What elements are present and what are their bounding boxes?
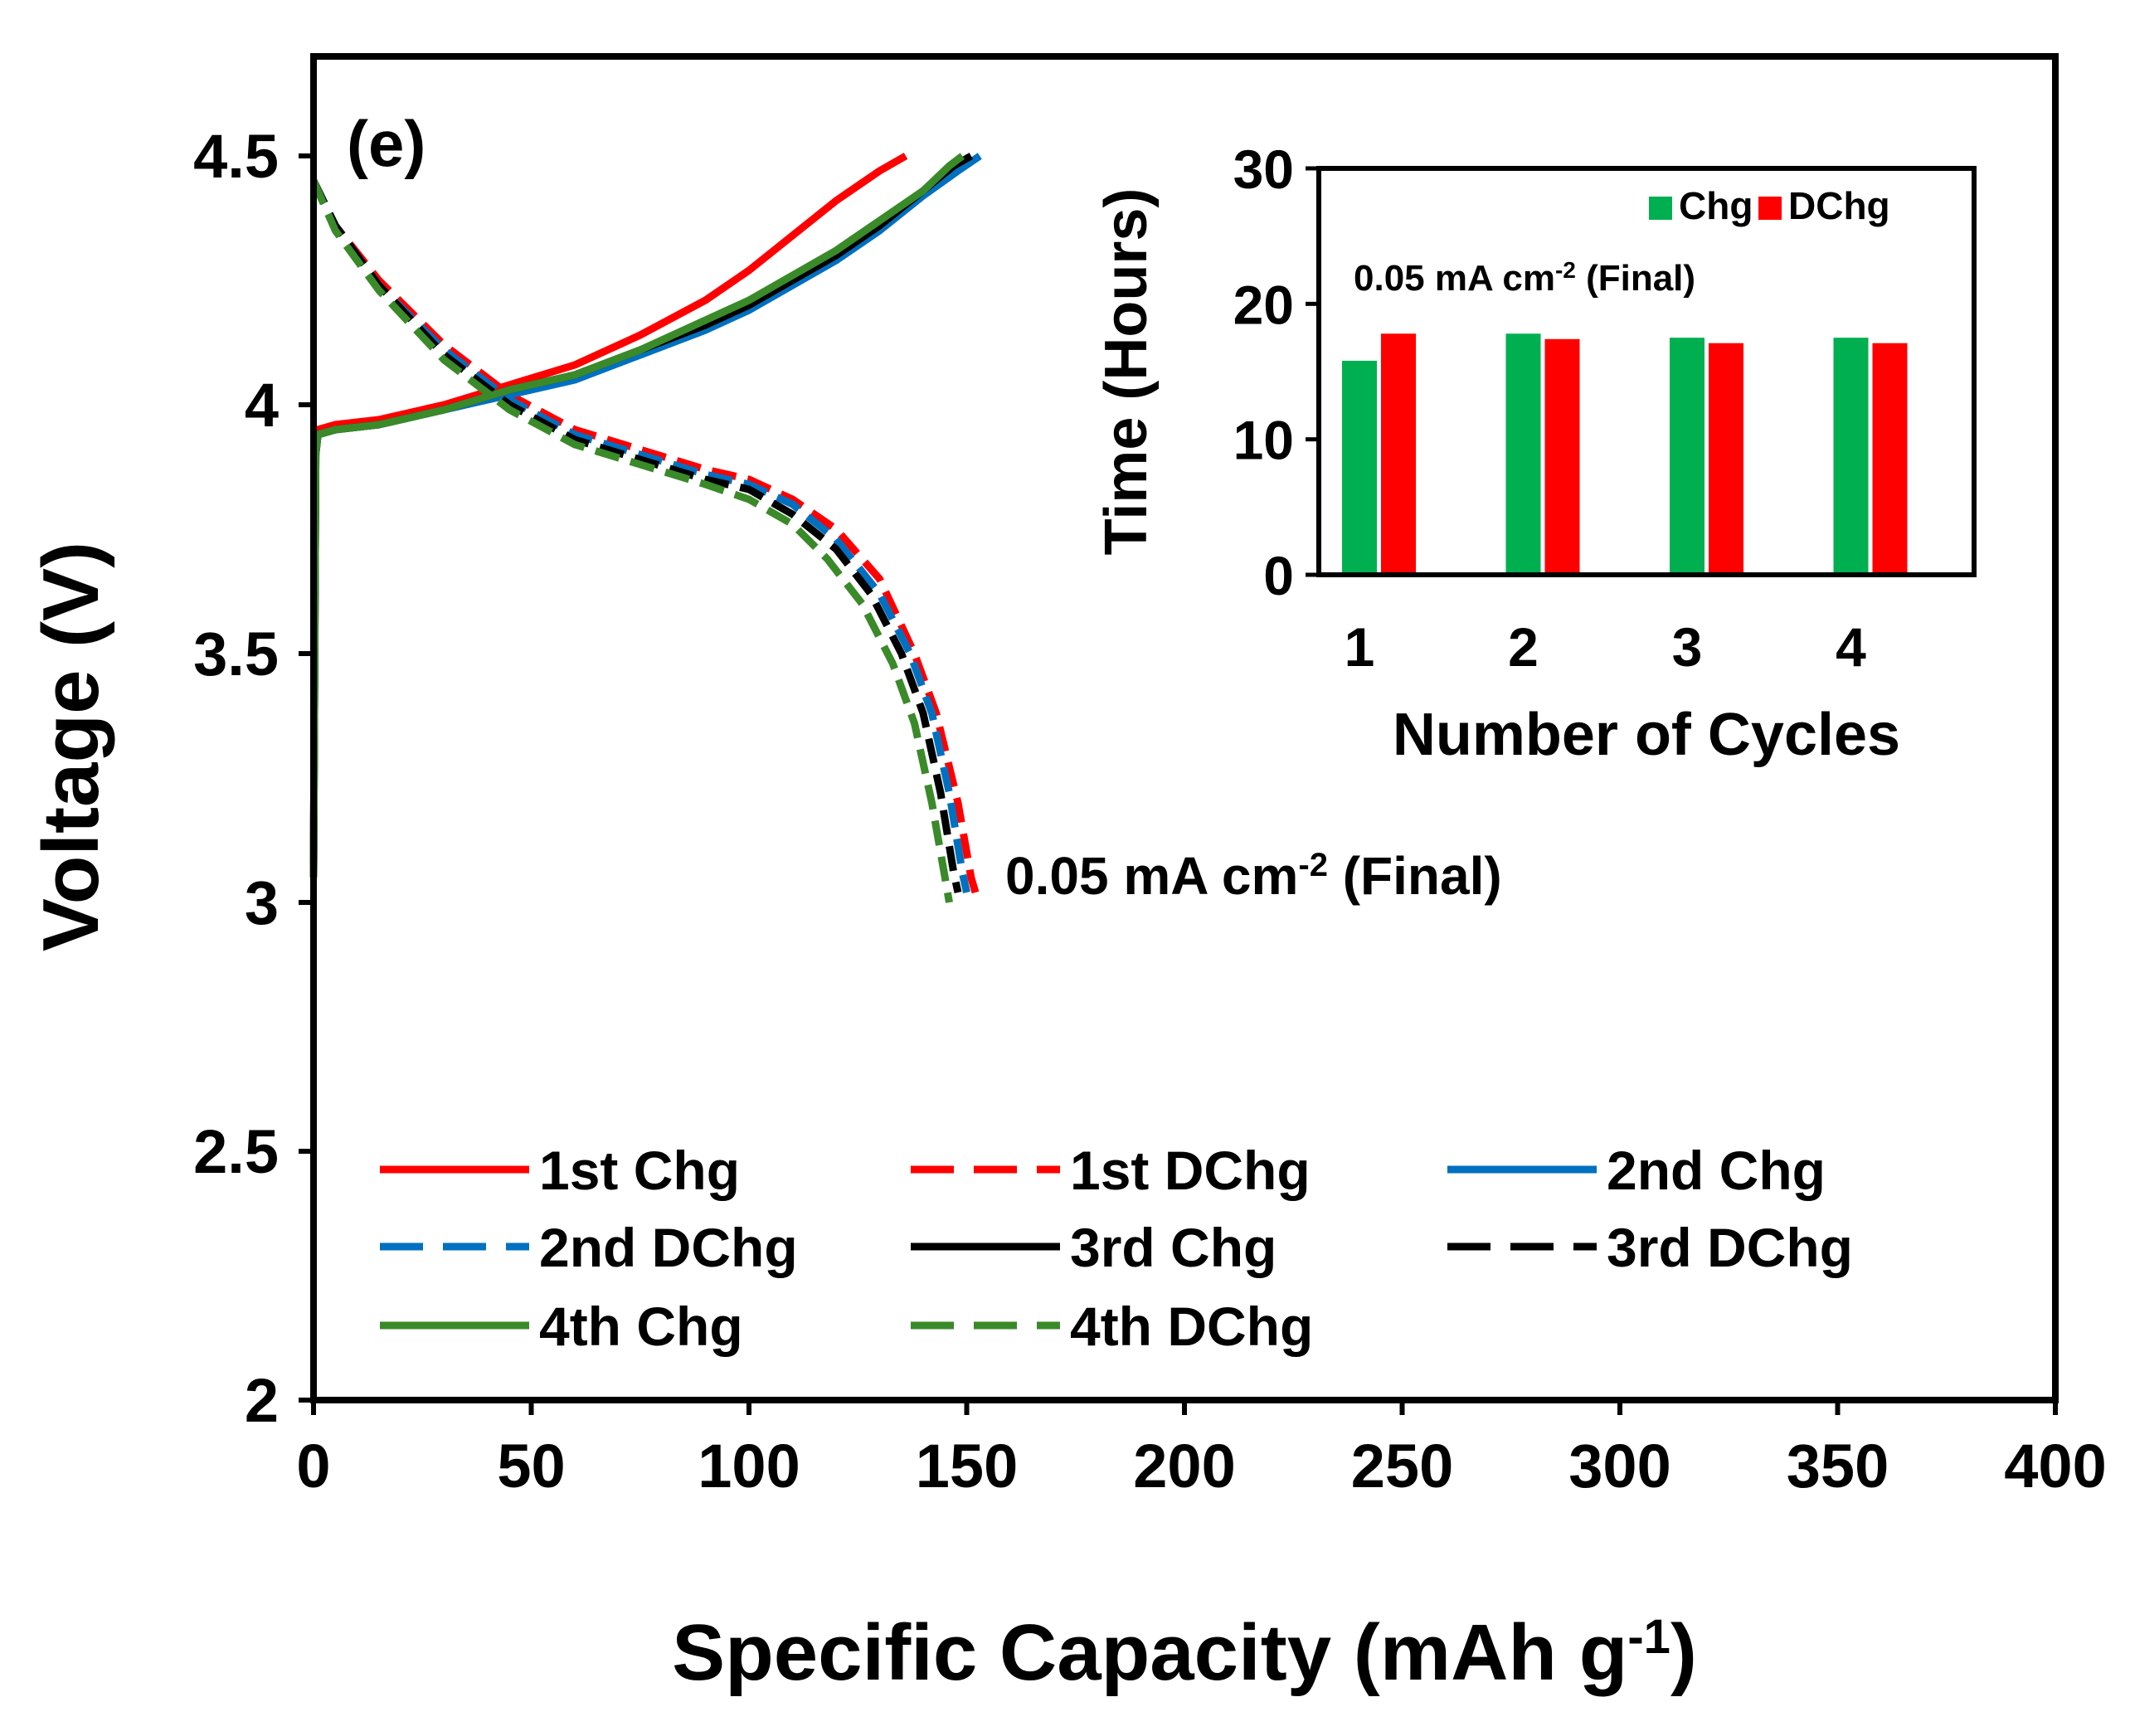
series-line-4th-dchg xyxy=(309,179,953,903)
main-y-axis-label: Voltage (V) xyxy=(27,542,115,951)
main-x-tick-label: 400 xyxy=(2004,1432,2106,1500)
main-y-tick-label: 3.5 xyxy=(193,620,279,688)
legend-label: 3rd Chg xyxy=(1070,1217,1277,1278)
legend-label: 2nd DChg xyxy=(539,1217,798,1278)
main-x-tick-label: 100 xyxy=(698,1432,800,1500)
main-x-axis-label-close: ) xyxy=(1670,1608,1697,1697)
main-annotation-suffix: (Final) xyxy=(1328,846,1502,906)
main-y-tick-label: 4 xyxy=(245,371,279,440)
bar-dchg-cycle-2 xyxy=(1544,338,1580,575)
main-x-tick-label: 50 xyxy=(497,1432,565,1500)
main-annotation: 0.05 mA cm-2 (Final) xyxy=(1005,846,1502,906)
inset-plot-frame xyxy=(1316,166,1977,577)
main-x-axis-label-sup: -1 xyxy=(1627,1610,1670,1664)
legend-label: 4th DChg xyxy=(1070,1296,1313,1357)
inset-y-tick-label: 20 xyxy=(1233,274,1294,335)
inset-y-axis-label: Time (Hours) xyxy=(1093,188,1160,556)
bar-chg-cycle-4 xyxy=(1833,338,1869,575)
main-y-tick-label: 2 xyxy=(245,1366,279,1435)
main-x-tick-label: 150 xyxy=(916,1432,1018,1500)
main-x-tick-label: 300 xyxy=(1568,1432,1670,1500)
series-line-1st-chg xyxy=(309,153,908,878)
main-annotation-text: 0.05 mA cm xyxy=(1005,846,1298,906)
inset-y-axis: 0 10 20 30 xyxy=(1233,139,1319,606)
inset-title: 0.05 mA cm-2 (Final) xyxy=(1354,257,1695,299)
bar-chg-cycle-1 xyxy=(1342,360,1377,575)
main-y-axis: 2 2.5 3 3.5 4 4.5 xyxy=(193,122,314,1435)
bar-dchg-cycle-1 xyxy=(1381,333,1416,575)
main-y-tick-label: 3 xyxy=(245,868,279,937)
main-x-tick-label: 200 xyxy=(1133,1432,1235,1500)
panel-label: (e) xyxy=(347,107,426,180)
inset-legend-swatch-dchg xyxy=(1758,197,1782,220)
legend-label: 2nd Chg xyxy=(1607,1140,1826,1201)
inset-x-axis-label: Number of Cycles xyxy=(1393,702,1900,768)
bar-dchg-cycle-3 xyxy=(1709,343,1743,575)
inset-title-text: 0.05 mA cm xyxy=(1354,258,1555,299)
inset-x-tick-label: 2 xyxy=(1508,616,1539,678)
main-chart: 0 50 100 150 200 250 300 350 400 22.533.544.5 (e… xyxy=(27,53,2107,1697)
inset-x-axis: 1 2 3 4 xyxy=(1345,616,1867,678)
legend-label: 3rd DChg xyxy=(1607,1217,1853,1278)
inset-x-tick-label: 3 xyxy=(1672,616,1703,678)
bar-chg-cycle-2 xyxy=(1505,333,1541,575)
main-legend: 1st Chg 1st DChg 2nd Chg 2nd DChg 3rd Chg 3rd… xyxy=(380,1140,1853,1357)
inset-title-sup: -2 xyxy=(1555,257,1576,283)
main-x-axis: 0 50 100 150 200 250 300 350 400 xyxy=(296,1400,2107,1500)
inset-x-tick-label: 1 xyxy=(1345,616,1375,678)
main-series-group xyxy=(309,153,982,903)
main-x-tick-label: 250 xyxy=(1351,1432,1453,1500)
bar-chg-cycle-3 xyxy=(1670,338,1704,575)
legend-label: 1st DChg xyxy=(1070,1140,1311,1201)
inset-legend-swatch-chg xyxy=(1649,197,1672,220)
inset-bars-group xyxy=(1342,333,1908,575)
legend-label: 4th Chg xyxy=(539,1296,743,1357)
series-line-4th-chg xyxy=(309,153,965,878)
main-x-axis-label: Specific Capacity (mAh g-1) xyxy=(672,1608,1697,1697)
main-x-tick-label: 350 xyxy=(1787,1432,1889,1500)
inset-legend-label: Chg xyxy=(1679,184,1753,227)
main-y-tick-label: 2.5 xyxy=(193,1117,279,1186)
inset-chart: 0 10 20 30 1 2 3 4 0.05 mA cm-2 (Final) Number… xyxy=(1093,139,1977,768)
main-annotation-sup: -2 xyxy=(1298,847,1328,883)
legend-label: 1st Chg xyxy=(539,1140,740,1201)
inset-y-tick-label: 10 xyxy=(1233,410,1294,471)
series-line-1st-dchg xyxy=(309,179,980,894)
main-y-tick-label: 4.5 xyxy=(193,122,279,191)
inset-title-suffix: (Final) xyxy=(1576,258,1695,299)
bar-dchg-cycle-4 xyxy=(1872,343,1908,575)
inset-y-tick-label: 0 xyxy=(1263,545,1294,606)
inset-legend-label: DChg xyxy=(1788,184,1890,227)
inset-x-tick-label: 4 xyxy=(1836,616,1866,678)
main-x-tick-label: 0 xyxy=(296,1432,330,1500)
main-x-axis-label-text: Specific Capacity (mAh g xyxy=(672,1608,1627,1697)
inset-y-tick-label: 30 xyxy=(1233,139,1294,200)
inset-legend: Chg DChg xyxy=(1649,184,1890,227)
